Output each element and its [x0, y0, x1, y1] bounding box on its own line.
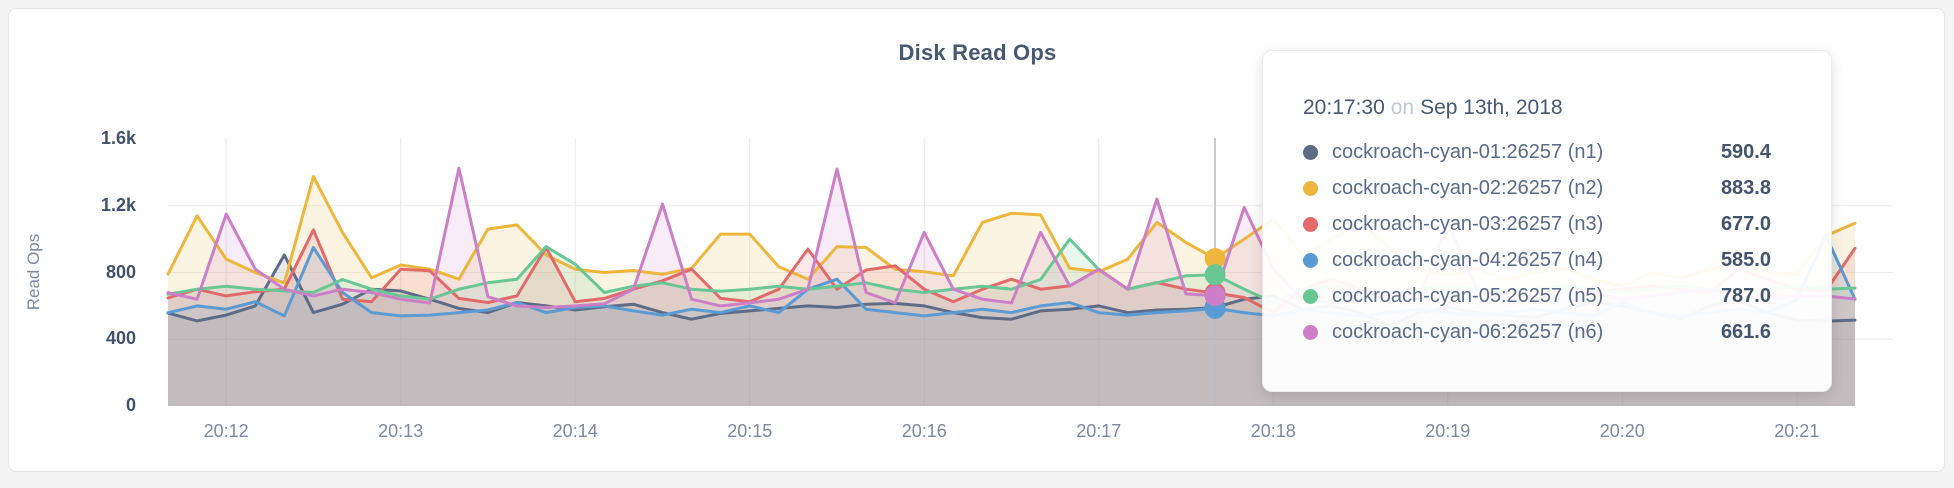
tooltip-series-name: cockroach-cyan-02:26257 (n2)	[1332, 176, 1604, 199]
x-tick-label: 20:18	[1250, 421, 1296, 441]
chart-title: Disk Read Ops	[898, 40, 1057, 65]
tooltip-header: 20:17:30 on Sep 13th, 2018	[1303, 95, 1771, 121]
tooltip-series-name: cockroach-cyan-05:26257 (n5)	[1332, 284, 1604, 307]
y-tick-label: 800	[105, 261, 136, 282]
tooltip-row: cockroach-cyan-02:26257 (n2) 883.8	[1303, 170, 1771, 206]
series-color-dot-icon	[1303, 180, 1318, 196]
series-color-dot-icon	[1303, 252, 1318, 268]
tooltip-series-name: cockroach-cyan-01:26257 (n1)	[1332, 140, 1604, 163]
tooltip-series-value: 677.0	[1720, 212, 1771, 235]
tooltip-series-name: cockroach-cyan-03:26257 (n3)	[1332, 212, 1604, 235]
tooltip-series-value: 585.0	[1720, 248, 1771, 271]
x-tick-label: 20:19	[1425, 421, 1471, 441]
x-tick-label: 20:17	[1076, 421, 1122, 441]
tooltip-series-value: 787.0	[1720, 284, 1771, 307]
x-tick-label: 20:13	[378, 421, 424, 441]
tooltip-series-name: cockroach-cyan-04:26257 (n4)	[1332, 248, 1604, 271]
x-tick-label: 20:15	[727, 421, 773, 441]
hover-tooltip: 20:17:30 on Sep 13th, 2018 cockroach-cyan-…	[1262, 50, 1832, 392]
y-tick-label: 1.6k	[100, 128, 136, 148]
tooltip-row: cockroach-cyan-05:26257 (n5) 787.0	[1303, 278, 1771, 314]
hover-point	[1204, 285, 1226, 307]
tooltip-row: cockroach-cyan-01:26257 (n1) 590.4	[1303, 134, 1771, 170]
x-tick-label: 20:20	[1599, 421, 1645, 441]
hover-point	[1204, 264, 1226, 286]
x-tick-label: 20:16	[901, 421, 947, 441]
x-tick-label: 20:12	[203, 421, 249, 441]
y-tick-label: 400	[105, 328, 136, 349]
x-tick-label: 20:14	[552, 421, 598, 441]
series-color-dot-icon	[1303, 144, 1318, 160]
tooltip-preposition: on	[1390, 96, 1415, 119]
series-color-dot-icon	[1303, 288, 1318, 304]
tooltip-row: cockroach-cyan-04:26257 (n4) 585.0	[1303, 242, 1771, 278]
y-tick-label: 1.2k	[100, 194, 136, 215]
tooltip-rows: cockroach-cyan-01:26257 (n1) 590.4 cockroa…	[1303, 134, 1771, 350]
tooltip-row: cockroach-cyan-03:26257 (n3) 677.0	[1303, 206, 1771, 242]
tooltip-series-name: cockroach-cyan-06:26257 (n6)	[1332, 320, 1604, 343]
x-tick-label: 20:21	[1774, 421, 1820, 441]
y-tick-label: 0	[125, 395, 136, 415]
tooltip-date: Sep 13th, 2018	[1420, 96, 1563, 119]
tooltip-series-value: 883.8	[1720, 176, 1771, 199]
tooltip-series-value: 590.4	[1720, 140, 1771, 163]
series-color-dot-icon	[1303, 324, 1318, 340]
hover-point	[1204, 248, 1226, 270]
tooltip-row: cockroach-cyan-06:26257 (n6) 661.6	[1303, 314, 1771, 350]
tooltip-series-value: 661.6	[1720, 320, 1771, 343]
series-color-dot-icon	[1303, 216, 1318, 232]
tooltip-time: 20:17:30	[1303, 96, 1385, 119]
